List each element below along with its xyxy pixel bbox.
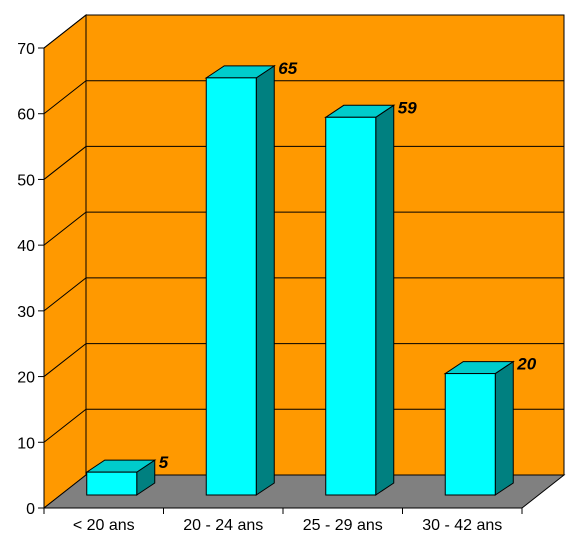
y-tick-label: 10: [17, 435, 35, 452]
gridline: [43, 408, 564, 443]
data-label: 20: [516, 355, 536, 374]
data-label: 5: [159, 453, 169, 472]
y-tick-label: 30: [17, 304, 35, 321]
bar-front: [325, 116, 377, 496]
y-tick-label: 0: [26, 501, 35, 518]
bar-side: [494, 360, 514, 496]
bar: [324, 104, 396, 496]
gridline: [43, 211, 564, 246]
bar-front: [444, 373, 496, 496]
gridlines: [43, 14, 564, 443]
gridline: [43, 277, 564, 312]
bar-front: [205, 77, 257, 496]
bars: [85, 64, 515, 496]
labels: 0 10 20 30 40 50 60 70 5 < 20 ans 65 20 - 24 ans 59 2…: [17, 41, 537, 534]
gridline: [43, 145, 564, 180]
y-tick-label: 50: [17, 172, 35, 189]
bar: [85, 459, 157, 496]
data-label: 65: [278, 59, 297, 78]
gridline: [43, 343, 564, 377]
axes: [38, 47, 523, 514]
bar: [443, 360, 515, 496]
gridline: [43, 80, 564, 115]
y-tick-label: 40: [17, 238, 35, 255]
gridline: [43, 14, 564, 49]
category-label: 20 - 24 ans: [183, 517, 263, 534]
category-label: 30 - 42 ans: [422, 517, 502, 534]
bar-front: [86, 471, 138, 496]
bar-side: [375, 104, 395, 496]
y-tick-label: 20: [17, 370, 35, 387]
bar: [204, 64, 276, 496]
side-wall: [43, 13, 87, 510]
category-label: < 20 ans: [73, 517, 135, 534]
y-tick-label: 70: [17, 41, 35, 58]
data-label: 59: [398, 98, 417, 117]
category-label: 25 - 29 ans: [303, 517, 383, 534]
y-tick-label: 60: [17, 107, 35, 124]
bar-side: [255, 64, 275, 496]
